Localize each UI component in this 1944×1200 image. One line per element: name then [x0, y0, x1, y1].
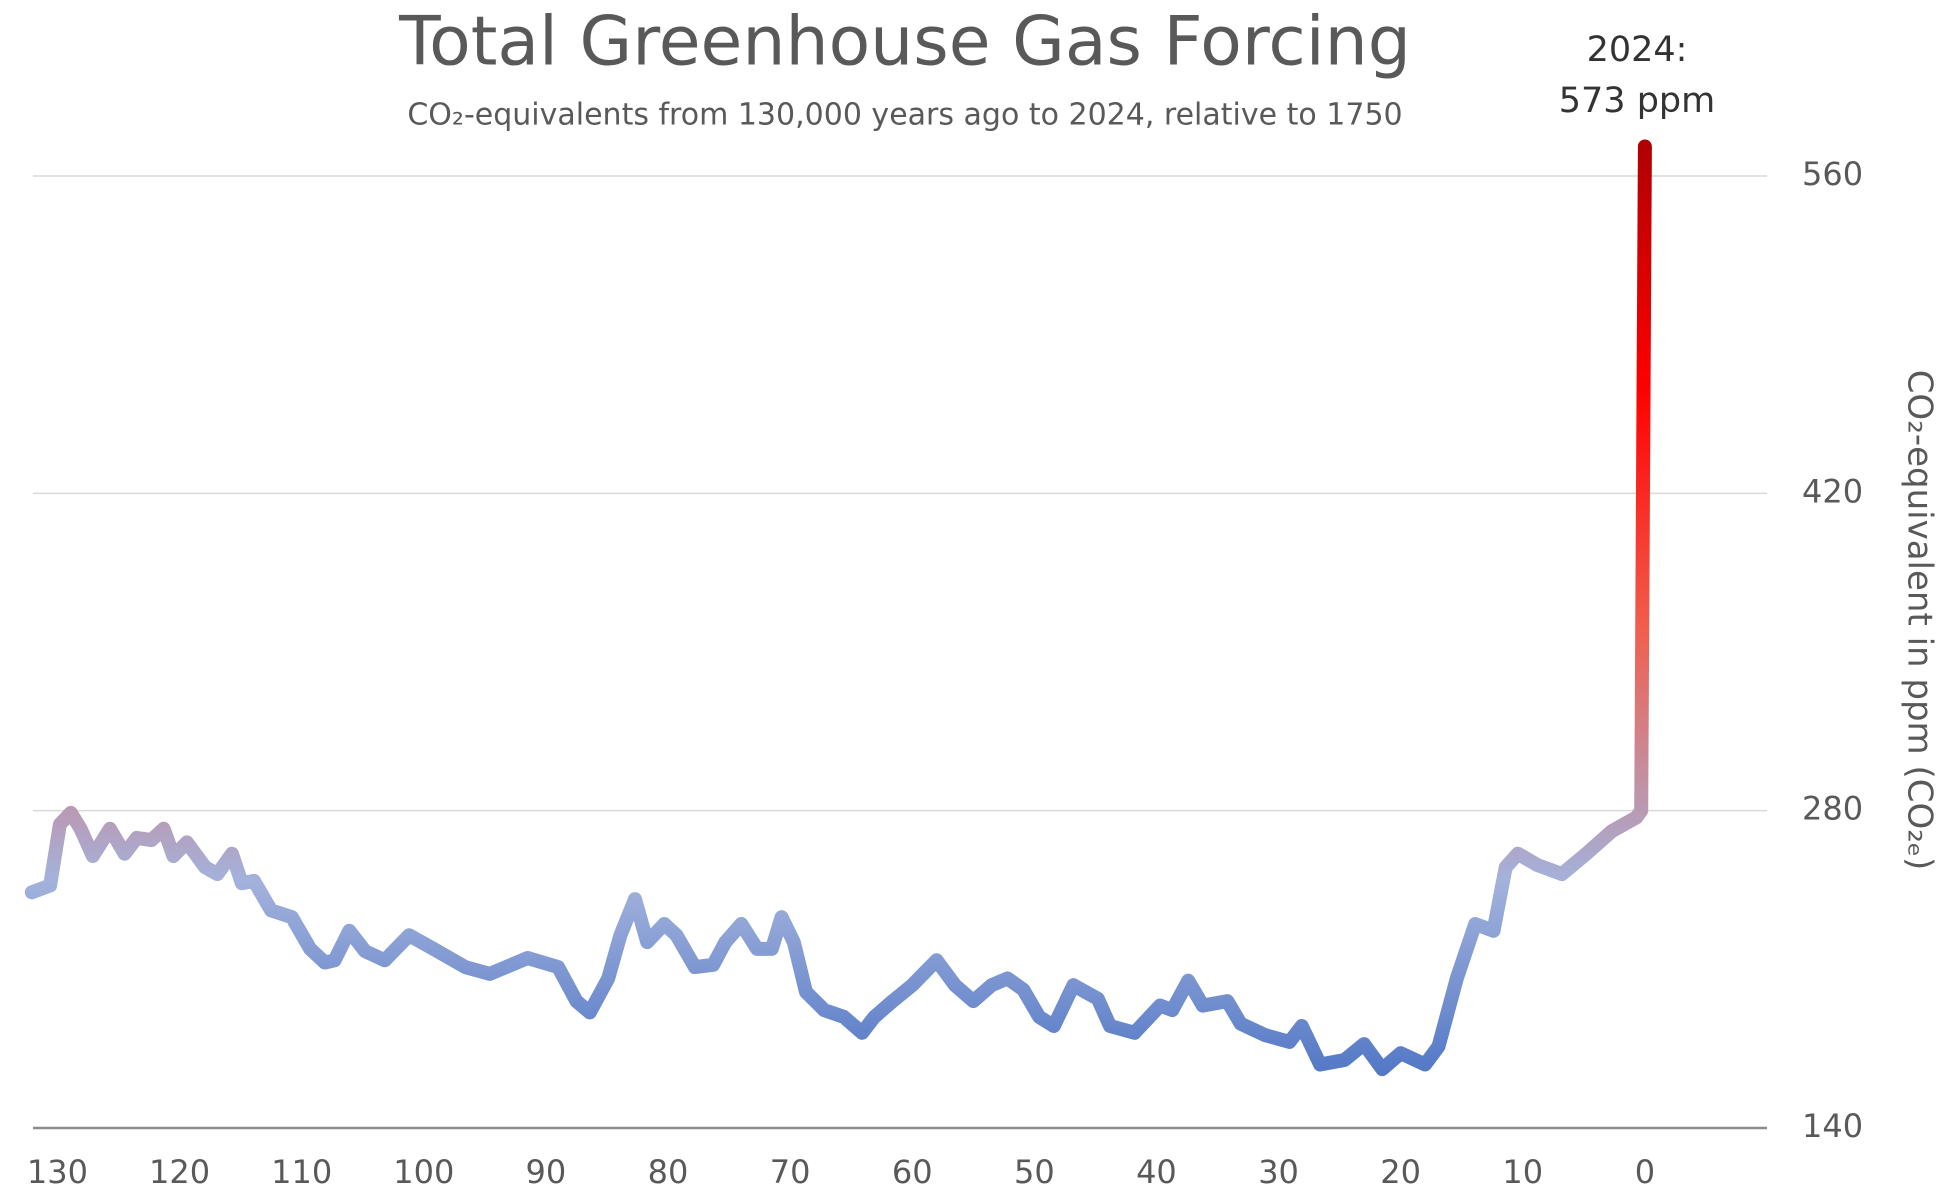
x-tick-label: 60: [892, 1153, 933, 1191]
y-tick-label: 560: [1802, 155, 1863, 193]
chart-title: Total Greenhouse Gas Forcing: [398, 3, 1411, 82]
x-tick-label: 50: [1014, 1153, 1055, 1191]
x-tick-label: 120: [149, 1153, 210, 1191]
chart-subtitle: CO₂-equivalents from 130,000 years ago t…: [407, 98, 1402, 133]
x-tick-label: 30: [1258, 1153, 1299, 1191]
x-tick-label: 0: [1635, 1153, 1655, 1191]
x-tick-label: 70: [770, 1153, 811, 1191]
y-tick-label: 420: [1802, 472, 1863, 510]
annotation: 573 ppm: [1559, 81, 1715, 121]
x-tick-label: 20: [1380, 1153, 1421, 1191]
y-axis-title: CO₂-equivalent in ppm (CO₂ₑ): [1900, 370, 1940, 871]
x-tick-label: 40: [1136, 1153, 1177, 1191]
x-tick-label: 100: [393, 1153, 454, 1191]
data-line: [24, 139, 1652, 1077]
x-tick-label: 130: [27, 1153, 88, 1191]
y-tick-label: 140: [1802, 1107, 1863, 1145]
annotation: 2024:: [1587, 30, 1688, 70]
y-tick-label: 280: [1802, 790, 1863, 828]
x-tick-label: 90: [526, 1153, 567, 1191]
x-tick-label: 80: [648, 1153, 689, 1191]
x-tick-label: 10: [1502, 1153, 1543, 1191]
x-tick-label: 110: [271, 1153, 332, 1191]
